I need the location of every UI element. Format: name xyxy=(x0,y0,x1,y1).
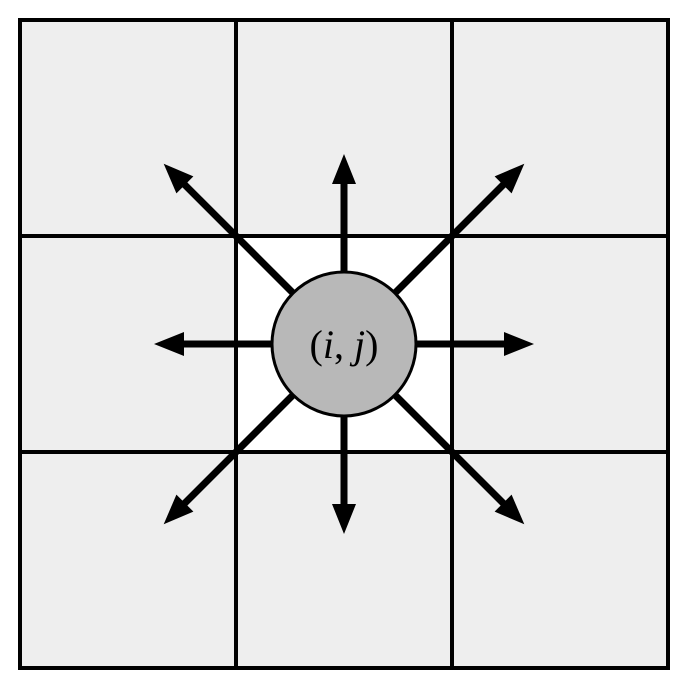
grid-diagram: (i, j) xyxy=(0,0,683,683)
center-node-label: (i, j) xyxy=(310,322,379,367)
